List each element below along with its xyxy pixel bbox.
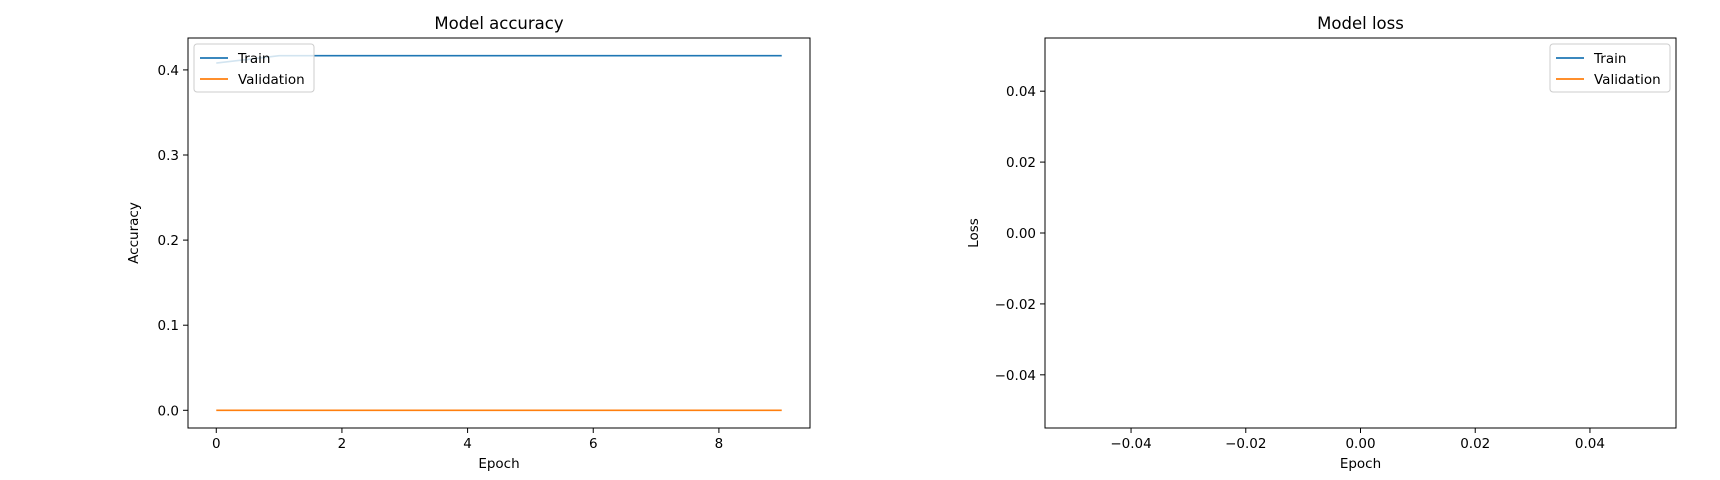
legend-label-validation: Validation bbox=[1594, 72, 1661, 88]
y-tick-label: 0.2 bbox=[158, 233, 179, 249]
x-tick-label: 8 bbox=[715, 436, 724, 452]
y-tick-label: 0.0 bbox=[158, 403, 179, 419]
legend-label-validation: Validation bbox=[238, 72, 305, 88]
x-tick-label: 0 bbox=[212, 436, 221, 452]
y-tick-label: 0.1 bbox=[158, 318, 179, 334]
legend: Train Validation bbox=[193, 43, 315, 93]
y-axis-label: Loss bbox=[966, 218, 982, 248]
y-tick-label: 0.3 bbox=[158, 148, 179, 164]
legend-label-train: Train bbox=[237, 51, 270, 67]
legend-box bbox=[1549, 43, 1671, 93]
x-tick-label: 4 bbox=[463, 436, 472, 452]
y-tick-label: 0.02 bbox=[1006, 155, 1036, 171]
y-tick-label: −0.02 bbox=[995, 297, 1036, 313]
x-tick-label: 0.04 bbox=[1575, 436, 1605, 452]
x-tick-label: 6 bbox=[589, 436, 598, 452]
x-tick-label: 2 bbox=[338, 436, 347, 452]
x-tick-label: −0.02 bbox=[1225, 436, 1266, 452]
y-tick-label: 0.04 bbox=[1006, 84, 1036, 100]
y-tick-label: 0.00 bbox=[1006, 226, 1036, 242]
legend-label-train: Train bbox=[1593, 51, 1626, 67]
chart-2: −0.04 −0.02 0.00 0.02 0.04 −0.04 −0.02 0.00 0.02… bbox=[966, 14, 1677, 472]
axes-frame bbox=[1044, 37, 1677, 429]
x-tick-label: 0.00 bbox=[1345, 436, 1375, 452]
x-axis-label: Epoch bbox=[478, 456, 519, 472]
x-tick-label: 0.02 bbox=[1460, 436, 1490, 452]
x-axis-label: Epoch bbox=[1340, 456, 1381, 472]
chart-1: 0 2 4 6 8 0.0 0.1 0.2 0.3 0.4 Model accuracy Epoch A… bbox=[126, 14, 811, 472]
x-tick-label: −0.04 bbox=[1110, 436, 1151, 452]
y-tick-label: 0.4 bbox=[158, 63, 179, 79]
y-axis-label: Accuracy bbox=[126, 202, 142, 264]
chart-title: Model accuracy bbox=[434, 14, 563, 33]
legend: Train Validation bbox=[1549, 43, 1671, 93]
y-tick-label: −0.04 bbox=[995, 368, 1036, 384]
axes-frame bbox=[187, 37, 811, 429]
legend-box bbox=[193, 43, 315, 93]
chart-title: Model loss bbox=[1317, 14, 1404, 33]
